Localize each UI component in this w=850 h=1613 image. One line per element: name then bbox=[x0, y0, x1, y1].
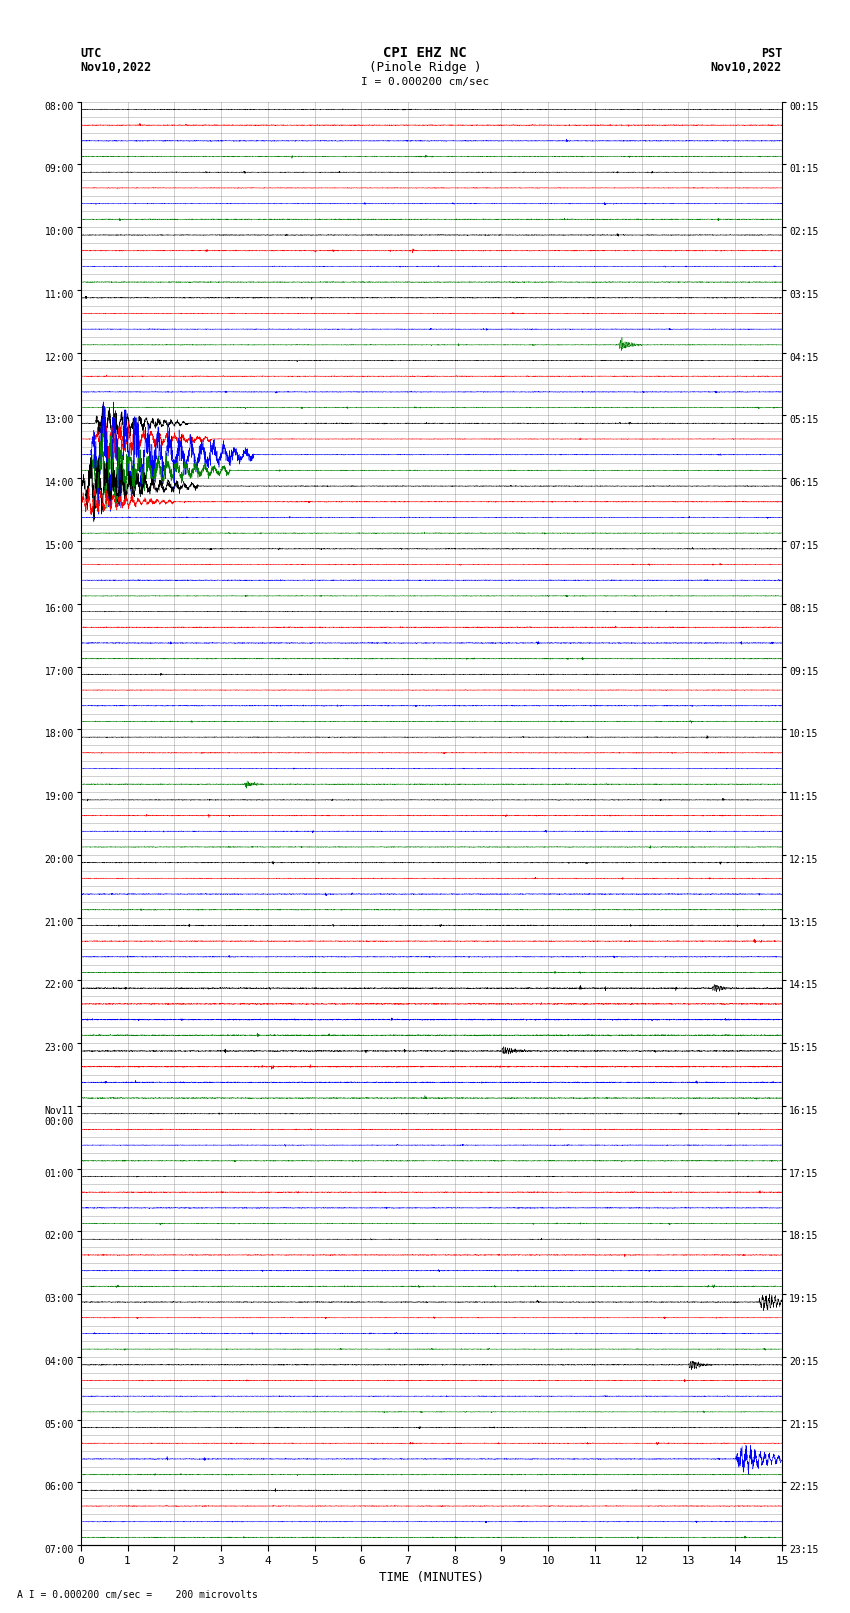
Text: Nov10,2022: Nov10,2022 bbox=[81, 61, 152, 74]
Text: Nov10,2022: Nov10,2022 bbox=[711, 61, 782, 74]
X-axis label: TIME (MINUTES): TIME (MINUTES) bbox=[379, 1571, 484, 1584]
Text: I = 0.000200 cm/sec: I = 0.000200 cm/sec bbox=[361, 77, 489, 87]
Text: (Pinole Ridge ): (Pinole Ridge ) bbox=[369, 61, 481, 74]
Text: A I = 0.000200 cm/sec =    200 microvolts: A I = 0.000200 cm/sec = 200 microvolts bbox=[17, 1590, 258, 1600]
Text: UTC: UTC bbox=[81, 47, 102, 60]
Text: PST: PST bbox=[761, 47, 782, 60]
Text: CPI EHZ NC: CPI EHZ NC bbox=[383, 47, 467, 60]
